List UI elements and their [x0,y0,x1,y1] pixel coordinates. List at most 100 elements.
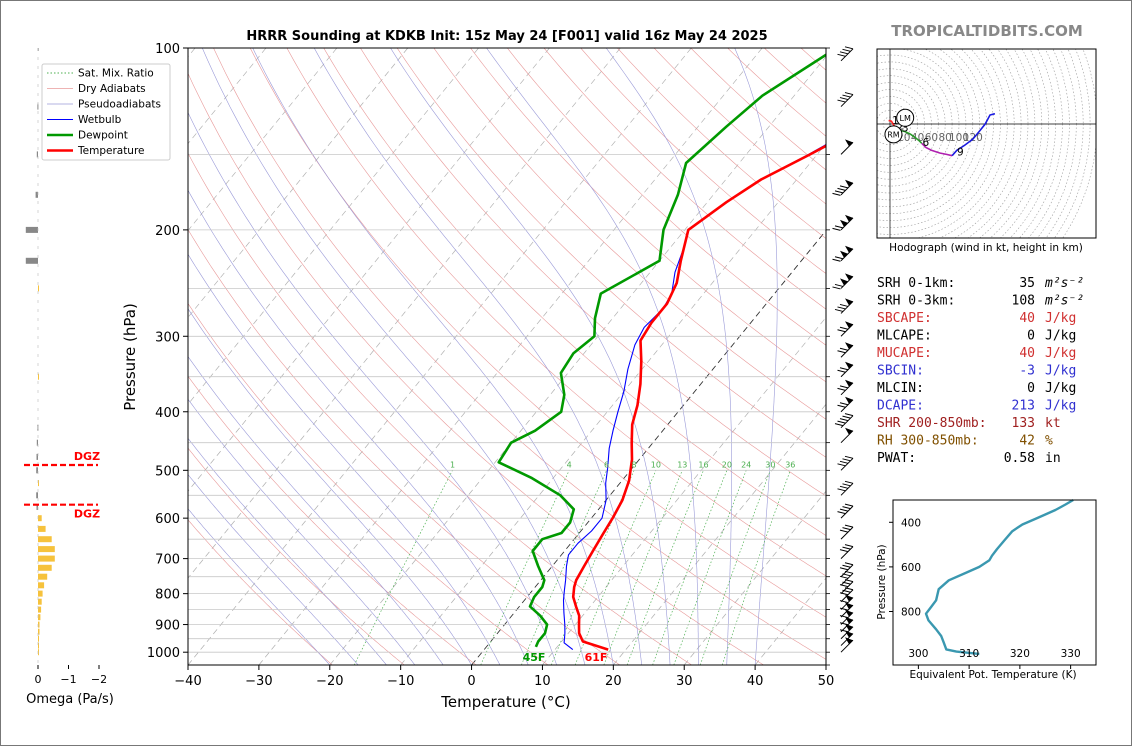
wind-barb [837,92,854,107]
mixing-ratio-label: 36 [785,460,795,469]
wind-barb-barb [839,529,849,533]
omega-bars [25,48,55,656]
wind-barb-barb [842,94,851,98]
wind-barb-barb [837,420,846,424]
wind-barb-staff [840,526,854,540]
index-label: DCAPE: [877,399,924,414]
omega-bar [38,525,46,532]
wind-barb-barb [839,549,849,553]
hodo-ring-label: 80 [939,132,952,144]
mixing-ratio-label: 8 [632,460,637,469]
isotherm [188,48,479,405]
theta-e-x-tick-label: 300 [908,648,928,660]
legend-label: Dewpoint [78,130,128,142]
wind-barb-flag [845,298,853,306]
wind-barb [837,46,854,62]
wind-barb-barb [844,413,854,417]
skewt-ylabel: Pressure (hPa) [121,303,139,411]
dry-adiabat [323,48,826,536]
mixing-ratio-labels: 1 4 6 8 10 13 16 20 24 30 36 [450,460,795,469]
hodo-segment [951,112,996,157]
dgz-label: DGZ [74,450,100,463]
hodo-motion-marker [896,108,915,127]
x-tick-label: 10 [534,674,551,689]
wind-barb-flag [845,245,853,253]
dgz-label: DGZ [74,508,100,521]
isotherm [188,48,621,579]
omega-bar [36,151,38,158]
index-unit: J/kg [1045,364,1076,379]
dry-adiabat [188,152,692,665]
wind-barb-staff [840,564,854,578]
wind-barb-barb [839,402,849,406]
y-tick-label: 400 [155,406,180,421]
wind-barb-barb [834,256,844,260]
index-label: SBCIN: [877,364,924,379]
wind-barb-barb [837,463,846,467]
dry-adiabat [360,48,826,497]
wind-barb-flag [845,342,853,350]
index-label: MLCAPE: [877,329,932,344]
omega-bar [38,614,41,621]
wind-barb [837,321,854,337]
wind-barb-barb [832,192,841,196]
theta-e-x-tick-label: 320 [1010,648,1030,660]
pseudoadiabat [188,253,501,665]
hodo-height-label: 2 [898,120,905,132]
surface-dewpoint-label: 45F [523,651,546,664]
omega-bar [25,257,38,264]
skewt-series [497,53,826,651]
wind-barb-flag [845,602,853,610]
omega-bar [38,515,42,522]
omega-bar [25,226,38,233]
mixing-ratio-line [699,470,771,665]
x-tick-label: 20 [605,674,622,689]
omega-tick-label: −1 [60,673,76,686]
wind-barb-barb [842,48,851,52]
isotherm [188,48,409,318]
theta-e-y-tick-label: 800 [901,606,921,618]
pseudoadiabat [390,48,671,665]
skewt-xlabel: Temperature (°C) [440,693,570,711]
isotherm [683,490,826,665]
isotherm [400,143,826,665]
wind-barb-staff [840,581,854,594]
pseudoadiabat [486,48,699,665]
isotherm [258,48,763,665]
index-unit: m²s⁻² [1044,294,1084,309]
omega-bar [38,628,40,635]
brand-watermark: TROPICALTIDBITS.COM [891,22,1083,40]
wind-barb-barb [839,185,849,189]
pseudoadiabat [188,508,331,665]
omega-bar [38,573,48,580]
theta-e-y-tick-label: 400 [901,517,921,529]
wind-barb-barb [839,51,849,55]
index-unit: J/kg [1045,381,1076,396]
wind-barb-barb [832,227,841,231]
wind-barb-barb [844,455,854,459]
mixing-ratio-line [721,470,791,665]
wind-barb-flag [845,214,853,222]
wind-barb-staff [840,619,854,633]
x-tick-label: −20 [316,674,343,689]
x-tick-label: 0 [467,674,475,689]
hodo-motion-marker [884,125,903,144]
mixing-ratio-label: 6 [604,460,609,469]
wind-barb-flag [845,609,853,617]
mixing-ratio-label: 4 [567,460,572,469]
hodo-height-label: 1 [892,115,899,127]
mixing-ratio-label: 10 [651,460,661,469]
wind-barb-flag [845,273,853,281]
index-label: MUCAPE: [877,346,932,361]
dry-adiabat [188,303,549,665]
pseudoadiabat [252,48,614,665]
theta-e-profile: 300 310 320 330 400 600 800 [889,498,1081,669]
wind-barb-barb [839,347,849,351]
wind-barb-barb [839,303,849,307]
index-unit: m²s⁻² [1044,276,1084,291]
mixing-ratio-line [353,470,453,665]
wind-barb-staff [840,546,854,559]
wind-barb-barb [839,485,849,489]
dry-adiabat [188,72,764,665]
wind-barb-staff [840,572,854,586]
